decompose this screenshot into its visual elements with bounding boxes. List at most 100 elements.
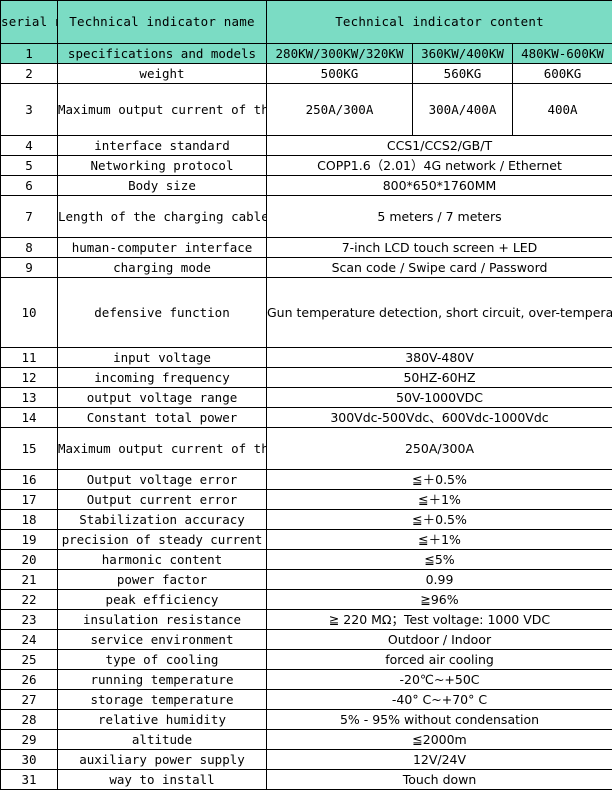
cell-indicator-content: CCS1/CCS2/GB/T	[267, 136, 612, 156]
cell-indicator-content: 12V/24V	[267, 750, 612, 770]
cell-serial-number: 11	[1, 348, 58, 368]
cell-serial-number: 29	[1, 730, 58, 750]
cell-serial-number: 12	[1, 368, 58, 388]
cell-indicator-name: altitude	[58, 730, 267, 750]
cell-indicator-name: output voltage range	[58, 388, 267, 408]
cell-serial-number: 22	[1, 590, 58, 610]
cell-indicator-content: ≦5%	[267, 550, 612, 570]
cell-indicator-content: 400A	[513, 84, 612, 136]
cell-serial-number: 5	[1, 156, 58, 176]
cell-serial-number: 10	[1, 278, 58, 348]
cell-indicator-content: ≦＋0.5%	[267, 470, 612, 490]
cell-indicator-name: interface standard	[58, 136, 267, 156]
cell-indicator-content: 300Vdc-500Vdc、600Vdc-1000Vdc	[267, 408, 612, 428]
cell-serial-number: 18	[1, 510, 58, 530]
cell-indicator-content: 480KW-600KW	[513, 44, 612, 64]
cell-indicator-name: storage temperature	[58, 690, 267, 710]
cell-indicator-content: -20℃~+50C	[267, 670, 612, 690]
cell-indicator-content: ≦＋1%	[267, 530, 612, 550]
cell-indicator-name: precision of steady current	[58, 530, 267, 550]
cell-indicator-content: 7-inch LCD touch screen + LED	[267, 238, 612, 258]
cell-indicator-name: human-computer interface	[58, 238, 267, 258]
cell-indicator-content: 0.99	[267, 570, 612, 590]
cell-serial-number: 27	[1, 690, 58, 710]
cell-indicator-content: forced air cooling	[267, 650, 612, 670]
cell-serial-number: 3	[1, 84, 58, 136]
cell-indicator-name: harmonic content	[58, 550, 267, 570]
cell-serial-number: 6	[1, 176, 58, 196]
cell-indicator-content: ≦2000m	[267, 730, 612, 750]
cell-serial-number: 1	[1, 44, 58, 64]
cell-indicator-content: 50HZ-60HZ	[267, 368, 612, 388]
cell-indicator-content: 250A/300A	[267, 428, 612, 470]
cell-indicator-content: Scan code / Swipe card / Password	[267, 258, 612, 278]
cell-indicator-name: Output current error	[58, 490, 267, 510]
cell-indicator-name: relative humidity	[58, 710, 267, 730]
cell-indicator-content: -40° C~+70° C	[267, 690, 612, 710]
cell-indicator-name: Networking protocol	[58, 156, 267, 176]
cell-serial-number: 20	[1, 550, 58, 570]
header-indicator-name: Technical indicator name	[58, 1, 267, 44]
cell-indicator-content: 600KG	[513, 64, 612, 84]
cell-indicator-content: 500KG	[267, 64, 413, 84]
cell-indicator-content: 250A/300A	[267, 84, 413, 136]
cell-indicator-content: Gun temperature detection, short circuit…	[267, 278, 612, 348]
cell-indicator-content: 5% - 95% without condensation	[267, 710, 612, 730]
cell-serial-number: 30	[1, 750, 58, 770]
cell-indicator-name: Constant total power	[58, 408, 267, 428]
cell-indicator-content: 5 meters / 7 meters	[267, 196, 612, 238]
cell-indicator-name: way to install	[58, 770, 267, 790]
cell-indicator-content: Touch down	[267, 770, 612, 790]
cell-indicator-content: 50V-1000VDC	[267, 388, 612, 408]
cell-indicator-content: 360KW/400KW	[413, 44, 513, 64]
cell-indicator-name: peak efficiency	[58, 590, 267, 610]
cell-indicator-name: defensive function	[58, 278, 267, 348]
cell-serial-number: 9	[1, 258, 58, 278]
cell-indicator-name: insulation resistance	[58, 610, 267, 630]
cell-serial-number: 7	[1, 196, 58, 238]
cell-indicator-content: Outdoor / Indoor	[267, 630, 612, 650]
cell-indicator-content: ≦＋0.5%	[267, 510, 612, 530]
cell-indicator-name: incoming frequency	[58, 368, 267, 388]
cell-indicator-name: auxiliary power supply	[58, 750, 267, 770]
cell-indicator-name: Maximum output current of the single gun	[58, 428, 267, 470]
cell-indicator-content: 300A/400A	[413, 84, 513, 136]
indicator-name-overflow-text: precision of steady current	[62, 532, 263, 547]
cell-indicator-name: weight	[58, 64, 267, 84]
cell-serial-number: 31	[1, 770, 58, 790]
cell-indicator-name: Maximum output current of the single gun	[58, 84, 267, 136]
cell-indicator-content: 380V-480V	[267, 348, 612, 368]
cell-indicator-name: power factor	[58, 570, 267, 590]
cell-indicator-content: ≦＋1%	[267, 490, 612, 510]
cell-indicator-name: input voltage	[58, 348, 267, 368]
cell-serial-number: 26	[1, 670, 58, 690]
cell-indicator-name: service environment	[58, 630, 267, 650]
header-serial-number: serial number	[1, 1, 58, 44]
cell-serial-number: 13	[1, 388, 58, 408]
cell-serial-number: 25	[1, 650, 58, 670]
cell-serial-number: 24	[1, 630, 58, 650]
